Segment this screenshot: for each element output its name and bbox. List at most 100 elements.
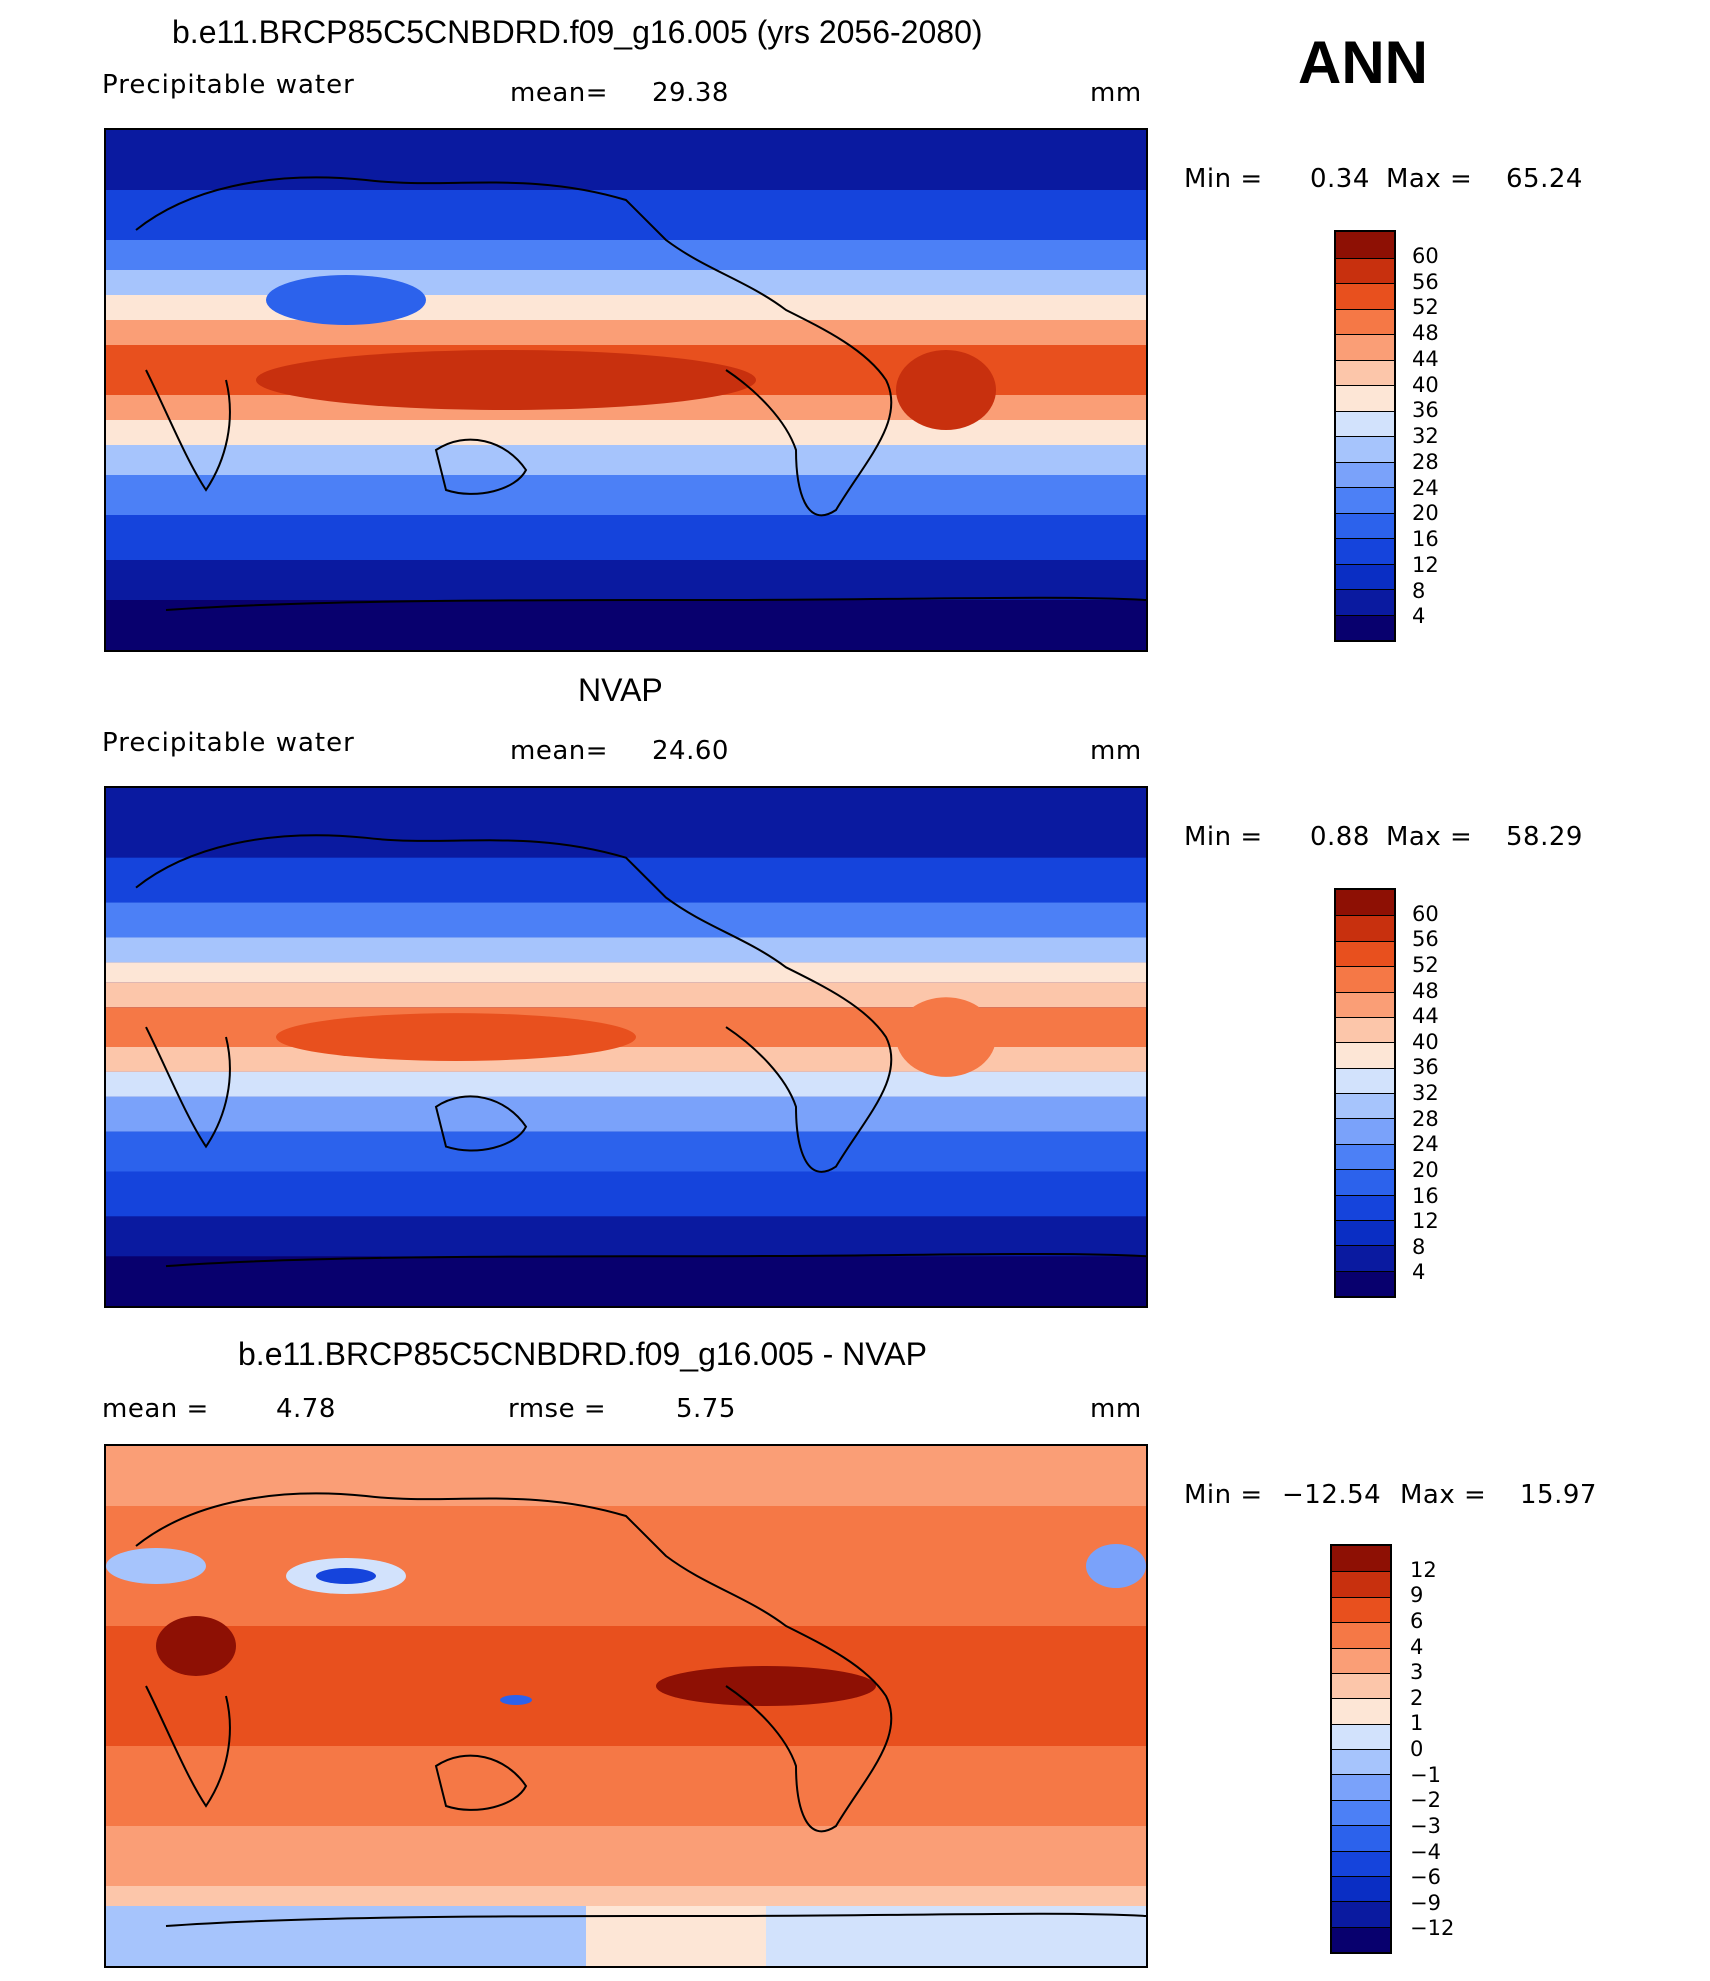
panel-1-mean-value: 29.38 bbox=[652, 78, 729, 108]
colorbar-tick-label: 44 bbox=[1412, 1004, 1439, 1029]
colorbar-tick-label: 1 bbox=[1410, 1711, 1424, 1736]
colorbar-segment bbox=[1336, 359, 1394, 385]
colorbar-tick-label: 28 bbox=[1412, 1106, 1439, 1131]
panel-2-mean-label: mean= bbox=[510, 736, 609, 766]
colorbar-tick-label: 12 bbox=[1412, 552, 1439, 577]
colorbar-segment bbox=[1332, 1622, 1390, 1648]
colorbar-segment bbox=[1332, 1799, 1390, 1826]
colorbar-tick-label: 56 bbox=[1412, 927, 1439, 952]
panel-2-max-label: Max = bbox=[1386, 822, 1473, 852]
colorbar-tick-label: 48 bbox=[1412, 978, 1439, 1003]
colorbar-segment bbox=[1332, 1749, 1390, 1775]
panel-3-mean-label: mean = bbox=[102, 1394, 209, 1424]
colorbar-segment bbox=[1336, 1169, 1394, 1195]
panel-1-colorbar bbox=[1334, 230, 1396, 642]
colorbar-segment bbox=[1336, 1067, 1394, 1093]
panel-2-max-value: 58.29 bbox=[1506, 822, 1583, 852]
colorbar-segment bbox=[1336, 512, 1394, 538]
colorbar-tick-label: 4 bbox=[1410, 1634, 1424, 1659]
colorbar-segment bbox=[1332, 1571, 1390, 1597]
colorbar-tick-label: 48 bbox=[1412, 321, 1439, 345]
colorbar-segment bbox=[1336, 1143, 1394, 1170]
colorbar-tick-label: 8 bbox=[1412, 578, 1426, 603]
panel-1-max-label: Max = bbox=[1386, 164, 1473, 194]
colorbar-segment bbox=[1336, 1194, 1394, 1220]
colorbar-segment bbox=[1336, 940, 1394, 967]
colorbar-segment bbox=[1336, 1016, 1394, 1043]
panel-3-map bbox=[104, 1444, 1148, 1968]
panel-2-min-value: 0.88 bbox=[1310, 822, 1370, 852]
colorbar-segment bbox=[1336, 232, 1394, 258]
panel-3-mean-value: 4.78 bbox=[276, 1394, 336, 1424]
panel-1-map bbox=[104, 128, 1148, 652]
panel-3-map-svg bbox=[106, 1446, 1146, 1966]
colorbar-tick-label: 52 bbox=[1412, 295, 1439, 320]
colorbar-tick-label: 2 bbox=[1410, 1685, 1424, 1710]
colorbar-segment bbox=[1332, 1698, 1390, 1724]
panel-2-mean-value: 24.60 bbox=[652, 736, 729, 766]
colorbar-segment bbox=[1332, 1901, 1390, 1927]
colorbar-tick-label: 24 bbox=[1412, 475, 1439, 500]
colorbar-tick-label: 6 bbox=[1410, 1608, 1424, 1633]
colorbar-tick-label: −4 bbox=[1410, 1839, 1441, 1864]
colorbar-segment bbox=[1336, 563, 1394, 589]
colorbar-segment bbox=[1332, 1875, 1390, 1902]
colorbar-tick-label: 40 bbox=[1412, 372, 1439, 397]
colorbar-tick-label: 28 bbox=[1412, 449, 1439, 474]
colorbar-segment bbox=[1336, 890, 1394, 916]
panel-2-title: NVAP bbox=[578, 672, 663, 708]
panel-2-min-label: Min = bbox=[1184, 822, 1263, 852]
colorbar-tick-label: 12 bbox=[1410, 1557, 1437, 1582]
colorbar-segment bbox=[1332, 1647, 1390, 1673]
colorbar-segment bbox=[1332, 1596, 1390, 1623]
panel-2-variable: Precipitable water bbox=[102, 728, 355, 758]
colorbar-tick-label: 56 bbox=[1412, 269, 1439, 294]
panel-1-variable: Precipitable water bbox=[102, 70, 355, 100]
colorbar-segment bbox=[1336, 385, 1394, 411]
colorbar-tick-label: 36 bbox=[1412, 1055, 1439, 1080]
panel-3-max-label: Max = bbox=[1400, 1480, 1487, 1510]
colorbar-tick-label: 24 bbox=[1412, 1132, 1439, 1157]
colorbar-segment bbox=[1336, 991, 1394, 1017]
colorbar-segment bbox=[1336, 538, 1394, 564]
colorbar-tick-label: −1 bbox=[1410, 1762, 1441, 1787]
colorbar-tick-label: 32 bbox=[1412, 424, 1439, 448]
colorbar-tick-label: 52 bbox=[1412, 952, 1439, 977]
panel-2-map bbox=[104, 786, 1148, 1308]
panel-3-rmse-label: rmse = bbox=[508, 1394, 607, 1424]
colorbar-segment bbox=[1336, 334, 1394, 360]
colorbar-tick-label: 60 bbox=[1412, 901, 1439, 926]
colorbar-segment bbox=[1332, 1850, 1390, 1876]
colorbar-tick-label: 9 bbox=[1410, 1583, 1424, 1608]
colorbar-tick-label: 60 bbox=[1412, 243, 1439, 268]
panel-2-map-svg bbox=[106, 788, 1146, 1306]
colorbar-tick-label: 16 bbox=[1412, 527, 1439, 551]
colorbar-tick-label: 16 bbox=[1412, 1183, 1439, 1208]
colorbar-segment bbox=[1336, 1245, 1394, 1271]
colorbar-segment bbox=[1336, 915, 1394, 941]
panel-1-units: mm bbox=[1090, 78, 1142, 108]
colorbar-segment bbox=[1336, 1270, 1394, 1296]
panel-1-title: b.e11.BRCP85C5CNBDRD.f09_g16.005 (yrs 20… bbox=[172, 14, 983, 50]
colorbar-segment bbox=[1332, 1825, 1390, 1851]
panel-3-colorbar bbox=[1330, 1544, 1392, 1954]
colorbar-tick-label: 4 bbox=[1412, 1260, 1426, 1285]
colorbar-segment bbox=[1336, 1219, 1394, 1246]
colorbar-segment bbox=[1336, 1042, 1394, 1068]
colorbar-segment bbox=[1336, 283, 1394, 309]
colorbar-segment bbox=[1336, 614, 1394, 640]
panel-2-units: mm bbox=[1090, 736, 1142, 766]
colorbar-tick-label: 4 bbox=[1412, 604, 1426, 629]
colorbar-segment bbox=[1336, 257, 1394, 283]
colorbar-tick-label: 3 bbox=[1410, 1660, 1424, 1685]
colorbar-segment bbox=[1332, 1723, 1390, 1749]
colorbar-segment bbox=[1336, 308, 1394, 334]
colorbar-tick-label: 20 bbox=[1412, 501, 1439, 526]
colorbar-segment bbox=[1332, 1926, 1390, 1952]
colorbar-segment bbox=[1336, 966, 1394, 992]
colorbar-segment bbox=[1336, 410, 1394, 436]
panel-1-min-value: 0.34 bbox=[1310, 164, 1370, 194]
colorbar-segment bbox=[1336, 461, 1394, 487]
colorbar-tick-label: −3 bbox=[1410, 1813, 1441, 1838]
colorbar-segment bbox=[1332, 1546, 1390, 1572]
